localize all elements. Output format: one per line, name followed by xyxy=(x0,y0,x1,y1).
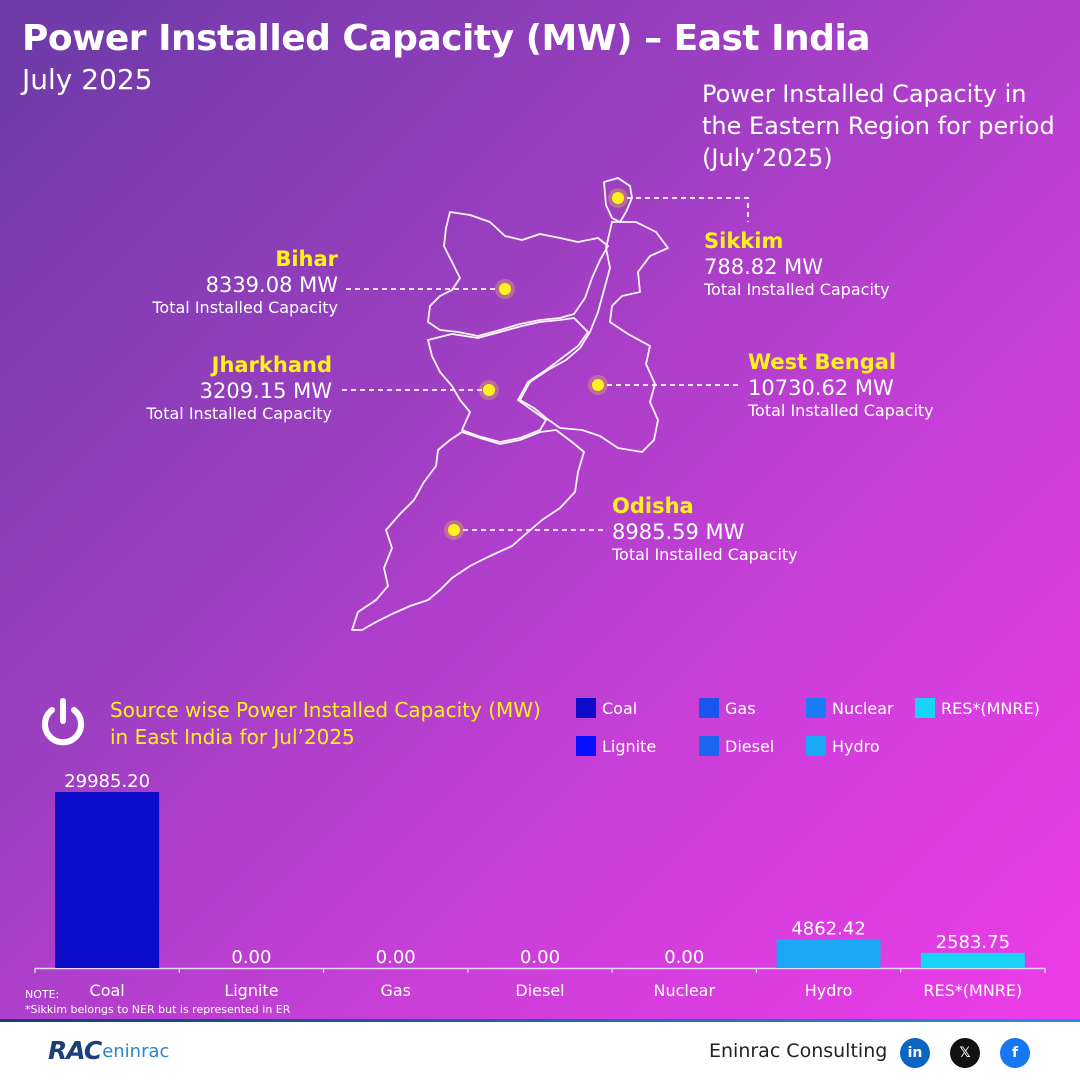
data-label: 0.00 xyxy=(520,947,560,968)
legend-label: Hydro xyxy=(832,736,880,756)
state-label-west-bengal: West Bengal 10730.62 MW Total Installed … xyxy=(748,349,934,421)
bar-chart: 29985.20 Coal 0.00 Lignite 0.00 Gas 0.00 Diesel… xyxy=(34,771,1046,1000)
odisha-marker xyxy=(448,524,460,536)
data-label: 0.00 xyxy=(664,947,704,968)
legend-label: Nuclear xyxy=(832,698,894,718)
logo-sub-text: eninrac xyxy=(102,1041,170,1062)
note-label: NOTE: xyxy=(25,988,60,1001)
state-label-bihar: Bihar 8339.08 MW Total Installed Capacit… xyxy=(152,246,338,318)
legend-swatch xyxy=(576,736,596,756)
sikkim-connector xyxy=(618,197,749,222)
state-name: Jharkhand xyxy=(211,353,332,377)
tick-label: RES*(MNRE) xyxy=(923,981,1022,1000)
facebook-glyph: f xyxy=(1011,1045,1019,1061)
state-caption: Total Installed Capacity xyxy=(152,298,338,317)
west-bengal-marker xyxy=(592,379,604,391)
state-name: Sikkim xyxy=(704,229,784,253)
west-bengal-outline xyxy=(519,221,669,453)
odisha-outline xyxy=(351,429,585,631)
legend-label: Lignite xyxy=(602,736,657,756)
map-caption: Power Installed Capacity in the Eastern … xyxy=(702,80,1055,172)
legend-item-res: RES*(MNRE) xyxy=(915,698,1040,718)
state-label-jharkhand: Jharkhand 3209.15 MW Total Installed Cap… xyxy=(146,352,332,424)
legend-swatch xyxy=(806,736,826,756)
company-logo: RAC eninrac xyxy=(48,1036,169,1065)
tick-label: Nuclear xyxy=(653,981,715,1000)
legend-label: RES*(MNRE) xyxy=(941,698,1040,718)
sikkim-marker xyxy=(612,192,624,204)
tick-label: Hydro xyxy=(805,981,853,1000)
data-label: 4862.42 xyxy=(791,918,865,939)
power-icon xyxy=(42,698,84,746)
bihar-outline xyxy=(427,211,609,337)
sikkim-outline xyxy=(603,177,633,223)
legend-label: Coal xyxy=(602,698,638,718)
data-label: 29985.20 xyxy=(64,771,150,792)
state-label-odisha: Odisha 8985.59 MW Total Installed Capaci… xyxy=(612,493,798,565)
logo-main-text: RAC xyxy=(48,1036,102,1065)
state-value: 3209.15 MW xyxy=(199,379,332,403)
legend-item-nuclear: Nuclear xyxy=(806,698,894,718)
state-label-sikkim: Sikkim 788.82 MW Total Installed Capacit… xyxy=(704,228,890,300)
legend-item-lignite: Lignite xyxy=(576,736,656,756)
bar-res-mnre xyxy=(920,952,1025,968)
x-icon[interactable]: 𝕏 xyxy=(950,1038,980,1068)
state-caption: Total Installed Capacity xyxy=(612,545,798,564)
legend-swatch xyxy=(699,736,719,756)
bihar-marker xyxy=(499,283,511,295)
bar-coal xyxy=(55,792,160,968)
x-glyph: 𝕏 xyxy=(959,1045,971,1061)
data-label: 0.00 xyxy=(231,947,271,968)
tick-label: Gas xyxy=(380,981,411,1000)
legend-item-hydro: Hydro xyxy=(806,736,880,756)
bar-hydro xyxy=(776,939,881,968)
legend-item-diesel: Diesel xyxy=(699,736,774,756)
legend-swatch xyxy=(576,698,596,718)
jharkhand-outline xyxy=(427,317,589,443)
legend-item-gas: Gas xyxy=(699,698,756,718)
footer-accent-bar xyxy=(0,1019,1080,1023)
linkedin-icon[interactable]: in xyxy=(900,1038,930,1068)
state-caption: Total Installed Capacity xyxy=(146,404,332,423)
linkedin-glyph: in xyxy=(907,1045,923,1061)
legend-item-coal: Coal xyxy=(576,698,637,718)
chart-title: Source wise Power Installed Capacity (MW… xyxy=(110,698,541,749)
state-name: Bihar xyxy=(275,247,338,271)
tick-label: Lignite xyxy=(224,981,278,1000)
state-value: 8985.59 MW xyxy=(612,520,745,544)
legend-swatch xyxy=(915,698,935,718)
data-label: 2583.75 xyxy=(936,932,1010,953)
page-subtitle: July 2025 xyxy=(22,63,153,96)
state-caption: Total Installed Capacity xyxy=(704,280,890,299)
tick-label: Coal xyxy=(90,981,125,1000)
state-value: 788.82 MW xyxy=(704,255,824,279)
state-name: West Bengal xyxy=(748,350,897,374)
state-name: Odisha xyxy=(612,494,694,518)
data-label: 0.00 xyxy=(376,947,416,968)
legend-swatch xyxy=(699,698,719,718)
facebook-icon[interactable]: f xyxy=(1000,1038,1030,1068)
tick-label: Diesel xyxy=(515,981,564,1000)
jharkhand-marker xyxy=(483,384,495,396)
legend-label: Gas xyxy=(725,698,756,718)
state-value: 10730.62 MW xyxy=(748,376,894,400)
state-caption: Total Installed Capacity xyxy=(748,401,934,420)
page-title: Power Installed Capacity (MW) – East Ind… xyxy=(22,18,871,59)
state-value: 8339.08 MW xyxy=(205,273,338,297)
note-text: *Sikkim belongs to NER but is represente… xyxy=(25,1003,291,1016)
legend-swatch xyxy=(806,698,826,718)
company-name: Eninrac Consulting xyxy=(709,1040,888,1062)
legend-label: Diesel xyxy=(725,736,775,756)
note-block: NOTE: *Sikkim belongs to NER but is repr… xyxy=(25,987,290,1017)
